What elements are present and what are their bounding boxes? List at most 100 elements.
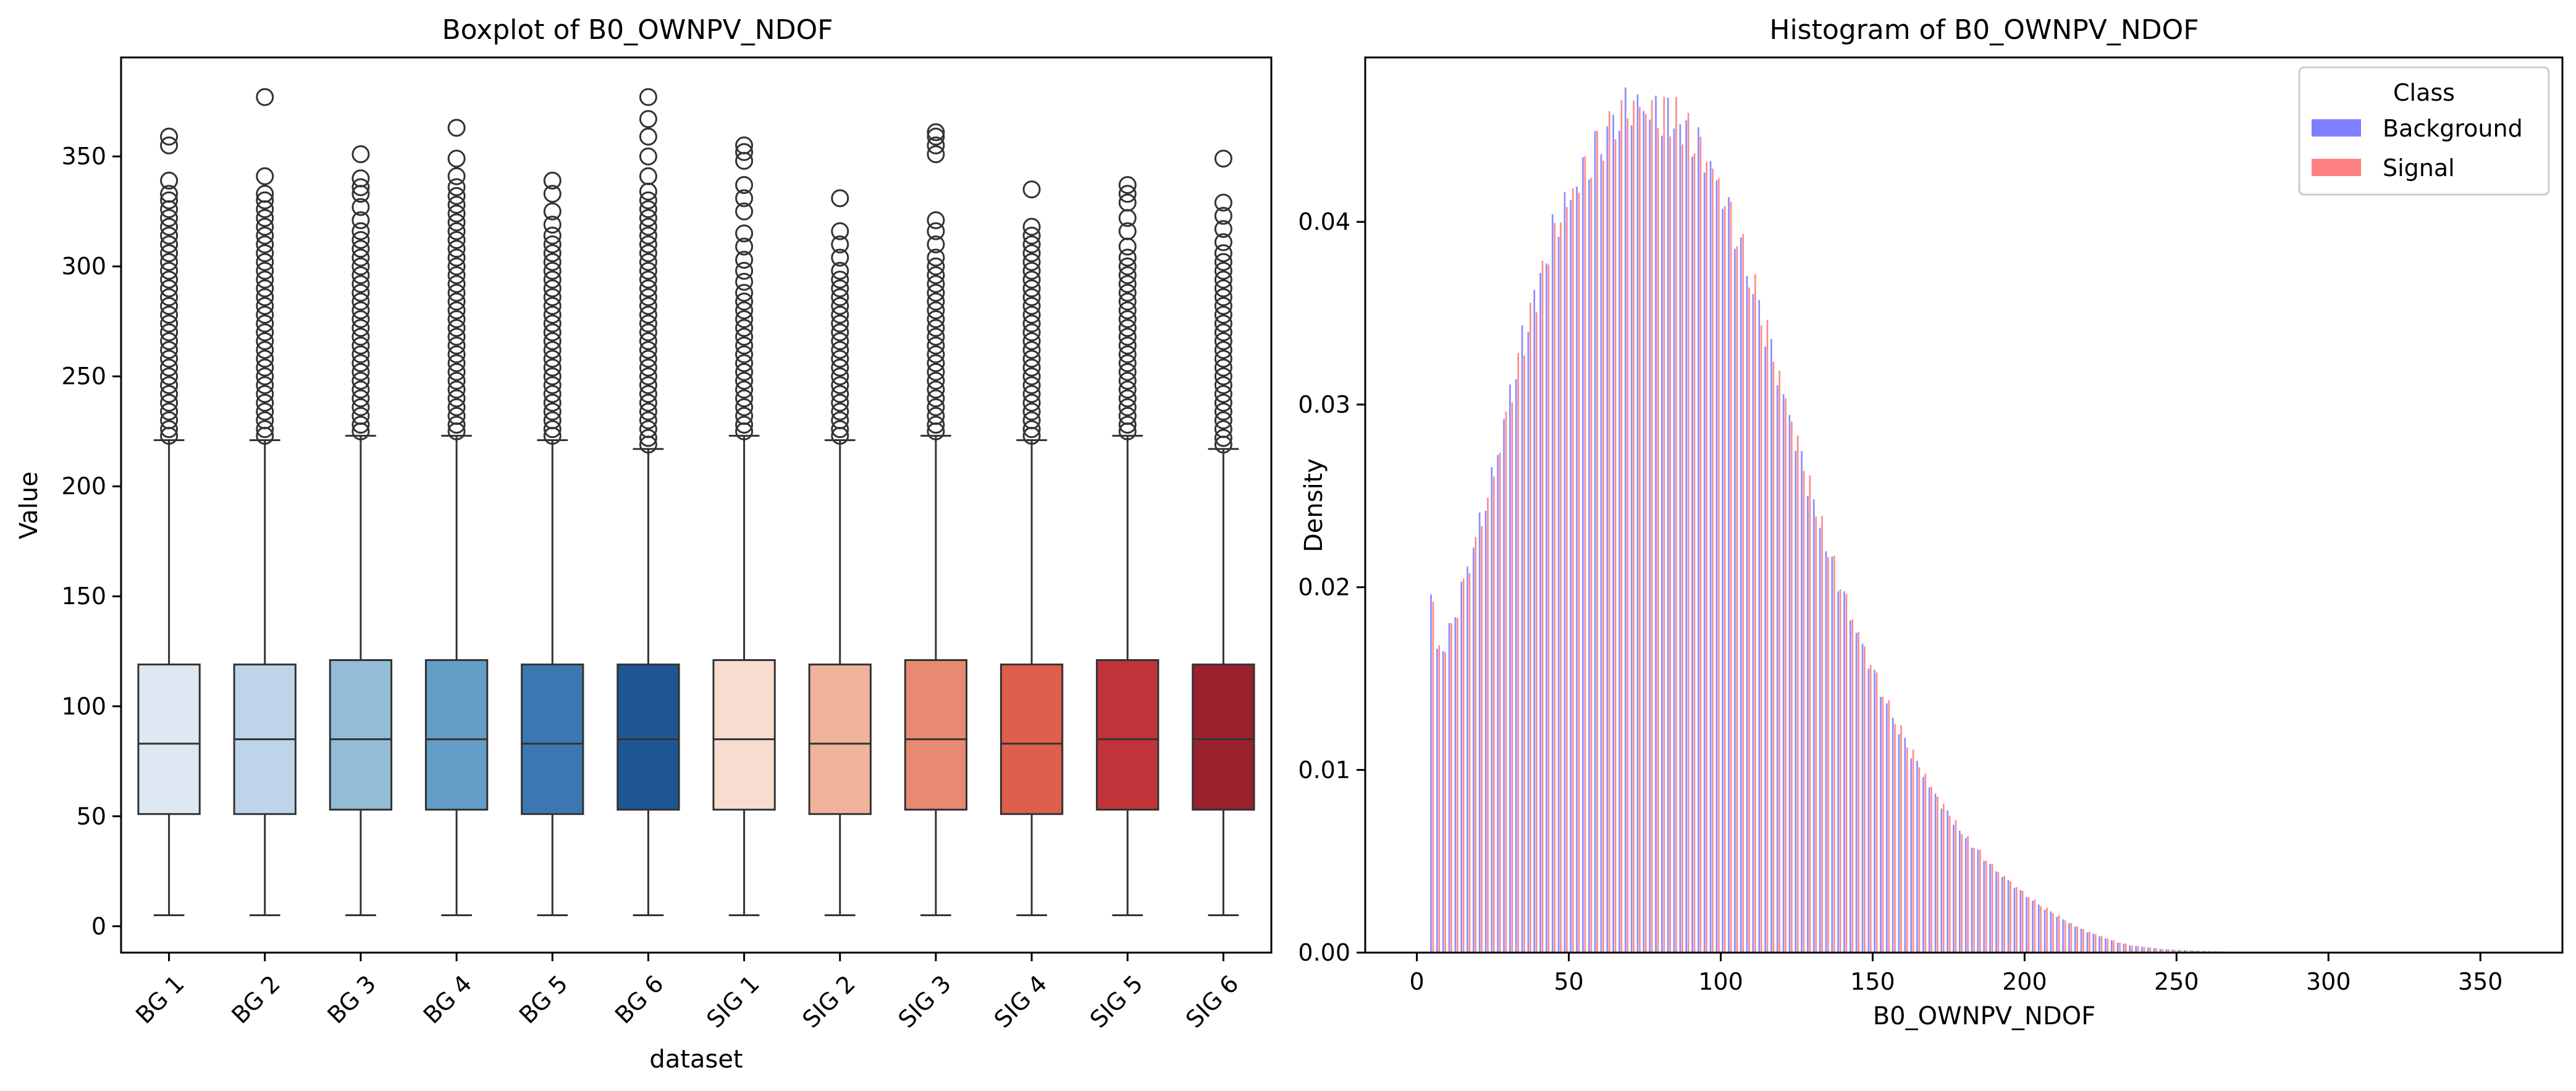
hist-bar-signal — [1706, 161, 1707, 953]
hist-bar-background — [1831, 556, 1833, 953]
outlier-point — [543, 341, 562, 360]
outlier-point — [1118, 363, 1137, 381]
hist-bar-background — [1667, 98, 1669, 953]
outlier-point — [543, 350, 562, 368]
outlier-point — [160, 244, 179, 263]
outlier-point — [447, 371, 466, 390]
outlier-point — [1214, 297, 1232, 315]
y-tick-label: 0 — [91, 912, 106, 940]
outlier-point — [543, 202, 562, 221]
outlier-point — [831, 323, 849, 342]
hist-bar-background — [2044, 909, 2046, 953]
hist-bar-background — [1624, 87, 1627, 953]
outlier-point — [160, 385, 179, 403]
hist-bar-background — [1758, 300, 1761, 953]
outlier-point — [1022, 358, 1041, 377]
outlier-point — [831, 306, 849, 324]
outlier-point — [735, 406, 754, 425]
hist-bar-background — [1715, 180, 1718, 953]
hist-bar-background — [2159, 949, 2161, 953]
outlier-point — [1118, 327, 1137, 346]
outlier-point — [639, 402, 657, 421]
outlier-point — [543, 185, 562, 203]
outlier-point — [927, 145, 945, 164]
legend-swatch-background — [2312, 119, 2361, 137]
outlier-point — [160, 185, 179, 203]
x-tick-label: 200 — [2002, 968, 2047, 995]
hist-bar-background — [1849, 620, 1851, 953]
outlier-point — [1214, 233, 1232, 251]
hist-bar-signal — [1875, 672, 1878, 953]
outlier-point — [639, 167, 657, 185]
hist-bar-signal — [1535, 312, 1538, 953]
hist-bar-signal — [2149, 947, 2152, 953]
outlier-point — [735, 398, 754, 416]
hist-bar-signal — [1517, 353, 1520, 953]
outlier-point — [160, 217, 179, 236]
outlier-point — [160, 411, 179, 429]
outlier-point — [160, 420, 179, 439]
hist-bar-signal — [1499, 452, 1501, 953]
hist-bar-background — [1661, 135, 1663, 953]
outlier-point — [447, 222, 466, 240]
hist-bar-signal — [1492, 476, 1495, 953]
histogram-plot-area — [1430, 87, 2328, 953]
outlier-point — [1214, 358, 1232, 377]
outlier-point — [639, 341, 657, 360]
outlier-point — [351, 169, 370, 188]
hist-bar-background — [2171, 950, 2174, 953]
hist-bar-signal — [1991, 864, 1993, 953]
hist-bar-signal — [1657, 127, 1659, 953]
outlier-point — [735, 189, 754, 208]
hist-bar-signal — [1748, 287, 1750, 953]
y-tick-label: 100 — [61, 693, 106, 720]
hist-bar-background — [1576, 186, 1578, 953]
hist-bar-background — [1928, 787, 1930, 953]
y-tick-label: 300 — [61, 253, 106, 280]
hist-bar-signal — [2076, 926, 2079, 953]
hist-bar-background — [2056, 917, 2058, 953]
hist-bar-signal — [1456, 617, 1458, 953]
outlier-point — [447, 416, 466, 434]
hist-bar-signal — [2010, 881, 2011, 953]
outlier-point — [1214, 429, 1232, 447]
outlier-point — [256, 376, 274, 394]
outlier-point — [1118, 284, 1137, 302]
hist-bar-signal — [1675, 96, 1677, 953]
outlier-point — [160, 235, 179, 254]
box-sig-5 — [1096, 175, 1160, 916]
outlier-point — [927, 222, 945, 240]
outlier-point — [1214, 253, 1232, 271]
outlier-point — [351, 248, 370, 267]
hist-bar-background — [1971, 847, 1973, 953]
outlier-point — [351, 211, 370, 229]
hist-bar-background — [1977, 849, 1979, 953]
hist-bar-signal — [1845, 594, 1848, 953]
outlier-point — [447, 336, 466, 355]
hist-bar-signal — [1699, 137, 1702, 953]
outlier-point — [351, 230, 370, 249]
outlier-point — [1022, 323, 1041, 342]
hist-bar-signal — [1511, 402, 1513, 953]
hist-bar-signal — [1602, 161, 1604, 953]
hist-bar-background — [1436, 649, 1438, 953]
hist-bar-background — [1551, 214, 1554, 953]
hist-bar-signal — [2052, 913, 2054, 953]
outlier-point — [160, 271, 179, 289]
outlier-point — [351, 310, 370, 329]
hist-bar-signal — [1785, 398, 1787, 953]
outlier-point — [831, 420, 849, 439]
hist-bar-background — [2050, 911, 2052, 953]
hist-bar-background — [1807, 495, 1809, 953]
outlier-point — [256, 288, 274, 306]
outlier-point — [735, 416, 754, 434]
outlier-point — [1214, 411, 1232, 429]
hist-bar-background — [2116, 942, 2119, 953]
outlier-point — [447, 178, 466, 196]
hist-bar-background — [2068, 923, 2070, 953]
hist-bar-background — [1819, 528, 1821, 953]
outlier-point — [1118, 398, 1137, 416]
outlier-point — [256, 271, 274, 289]
outlier-point — [447, 204, 466, 223]
hist-bar-background — [1643, 111, 1645, 953]
